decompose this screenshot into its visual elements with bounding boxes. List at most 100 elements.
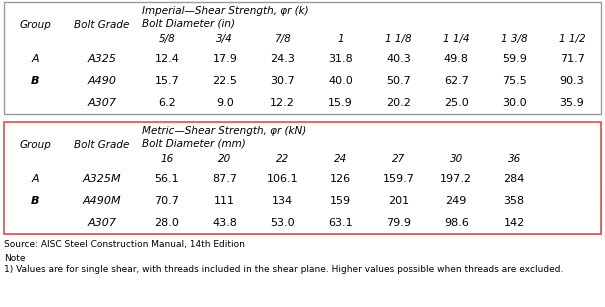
Text: 70.7: 70.7 [154, 196, 179, 206]
Bar [66, 212, 138, 234]
Text: 20.2: 20.2 [386, 98, 411, 108]
Text: 1 1/2: 1 1/2 [559, 34, 586, 44]
Bar [485, 30, 543, 48]
Text: 75.5: 75.5 [502, 76, 526, 86]
Text: 111: 111 [214, 196, 235, 206]
Bar [427, 48, 485, 70]
Bar [4, 212, 66, 234]
Text: Bolt Diameter (in): Bolt Diameter (in) [142, 19, 235, 29]
Bar [370, 30, 427, 48]
Bar [66, 122, 138, 168]
Bar [138, 168, 196, 190]
Bar [370, 70, 427, 92]
Bar [196, 150, 253, 168]
Bar [543, 30, 601, 48]
Text: 59.9: 59.9 [502, 54, 526, 64]
Text: 22: 22 [276, 154, 289, 164]
Bar [543, 190, 601, 212]
Bar [253, 92, 312, 114]
Text: A307: A307 [88, 98, 117, 108]
Bar [66, 190, 138, 212]
Bar [370, 212, 427, 234]
Bar [543, 168, 601, 190]
Bar [543, 150, 601, 168]
Bar [138, 48, 196, 70]
Text: Imperial—Shear Strength, φr (k): Imperial—Shear Strength, φr (k) [142, 6, 309, 16]
Text: 5/8: 5/8 [159, 34, 175, 44]
Bar [4, 2, 601, 114]
Bar [312, 212, 370, 234]
Bar [370, 168, 427, 190]
Text: A325M: A325M [83, 174, 122, 184]
Text: 20: 20 [218, 154, 232, 164]
Bar [427, 92, 485, 114]
Bar [312, 150, 370, 168]
Text: 31.8: 31.8 [328, 54, 353, 64]
Bar [253, 168, 312, 190]
Text: A325: A325 [88, 54, 117, 64]
Bar [4, 190, 66, 212]
Bar [312, 70, 370, 92]
Text: Bolt Grade: Bolt Grade [74, 140, 129, 150]
Text: Group: Group [19, 140, 51, 150]
Text: 1: 1 [337, 34, 344, 44]
Text: 284: 284 [503, 174, 525, 184]
Bar [485, 190, 543, 212]
Bar [196, 48, 253, 70]
Bar [427, 30, 485, 48]
Bar [4, 122, 601, 234]
Bar [4, 122, 66, 168]
Text: B: B [31, 196, 39, 206]
Text: 90.3: 90.3 [560, 76, 584, 86]
Bar [370, 92, 427, 114]
Text: 24.3: 24.3 [270, 54, 295, 64]
Bar [4, 48, 66, 70]
Text: Note: Note [4, 254, 25, 263]
Bar [485, 150, 543, 168]
Bar [4, 70, 66, 92]
Bar [543, 70, 601, 92]
Bar [253, 190, 312, 212]
Text: 25.0: 25.0 [444, 98, 469, 108]
Bar [196, 168, 253, 190]
Bar [312, 48, 370, 70]
Bar [138, 92, 196, 114]
Bar [370, 190, 427, 212]
Text: 6.2: 6.2 [158, 98, 176, 108]
Text: 1 3/8: 1 3/8 [501, 34, 528, 44]
Bar [427, 168, 485, 190]
Text: 159: 159 [330, 196, 351, 206]
Bar [543, 48, 601, 70]
Text: 98.6: 98.6 [444, 218, 469, 228]
Bar [196, 70, 253, 92]
Text: Bolt Diameter (mm): Bolt Diameter (mm) [142, 139, 246, 149]
Bar [312, 92, 370, 114]
Bar [4, 2, 66, 48]
Bar [485, 92, 543, 114]
Text: Source: AISC Steel Construction Manual, 14th Edition: Source: AISC Steel Construction Manual, … [4, 240, 245, 249]
Text: 201: 201 [388, 196, 409, 206]
Text: 24: 24 [334, 154, 347, 164]
Bar [427, 190, 485, 212]
Text: A: A [31, 174, 39, 184]
Text: 62.7: 62.7 [444, 76, 469, 86]
Text: 40.3: 40.3 [386, 54, 411, 64]
Bar [427, 212, 485, 234]
Bar [138, 122, 601, 150]
Text: 36: 36 [508, 154, 521, 164]
Text: A490M: A490M [83, 196, 122, 206]
Text: 30.0: 30.0 [502, 98, 526, 108]
Bar [138, 2, 601, 30]
Bar [138, 150, 196, 168]
Bar [4, 92, 66, 114]
Text: 15.9: 15.9 [328, 98, 353, 108]
Text: 9.0: 9.0 [216, 98, 234, 108]
Bar [253, 48, 312, 70]
Bar [312, 190, 370, 212]
Text: B: B [31, 76, 39, 86]
Bar [196, 190, 253, 212]
Bar [66, 70, 138, 92]
Text: 71.7: 71.7 [560, 54, 584, 64]
Text: 53.0: 53.0 [270, 218, 295, 228]
Text: A: A [31, 54, 39, 64]
